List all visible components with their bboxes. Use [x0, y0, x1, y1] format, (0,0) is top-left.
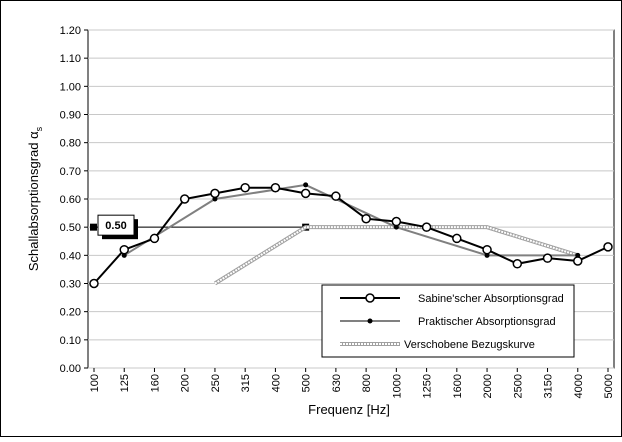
x-tick-label: 2000 — [482, 374, 494, 398]
x-tick-label: 125 — [119, 374, 131, 392]
alpha-w-label: 0.50 — [97, 214, 138, 240]
x-tick-label: 5000 — [603, 374, 615, 398]
y-tick-label: 0.20 — [60, 307, 81, 319]
y-label-main: Schallabsorptionsgrad α — [26, 131, 41, 271]
data-point — [149, 233, 160, 244]
x-tick-label: 1600 — [452, 374, 464, 398]
x-tick-label: 100 — [89, 374, 101, 392]
y-tick-label: 0.90 — [60, 110, 81, 122]
data-point — [391, 216, 402, 227]
data-point — [421, 222, 432, 232]
data-point — [542, 253, 553, 263]
y-tick-label: 0.10 — [60, 335, 81, 347]
data-point — [240, 182, 250, 193]
data-point — [179, 194, 190, 204]
y-tick-label: 0.30 — [60, 279, 81, 291]
x-tick-label: 500 — [301, 374, 313, 392]
alpha-w-box — [97, 214, 135, 236]
y-label-sub: s — [34, 126, 44, 131]
data-point — [452, 233, 462, 244]
data-point — [89, 278, 99, 289]
x-axis-label: Frequenz [Hz] — [308, 402, 390, 417]
series-line-inner — [214, 226, 579, 285]
y-tick-label: 0.80 — [60, 138, 81, 150]
y-tick-label: 0.50 — [60, 222, 81, 234]
data-point — [573, 256, 583, 266]
legend-marker — [367, 318, 373, 324]
series-line — [93, 186, 609, 285]
y-tick-label: 0.70 — [60, 166, 81, 178]
data-point — [331, 191, 341, 201]
legend-label: Sabine'scher Absorptionsgrad — [418, 293, 564, 305]
data-point — [303, 182, 309, 188]
y-tick-label: 1.00 — [60, 81, 81, 93]
legend-marker — [365, 293, 375, 303]
x-tick-label: 200 — [180, 374, 192, 392]
x-tick-label: 315 — [240, 374, 252, 392]
y-tick-label: 0.60 — [60, 194, 81, 206]
alpha-w-marker — [90, 223, 97, 231]
x-tick-label: 1250 — [422, 374, 434, 398]
data-point — [210, 188, 220, 199]
y-tick-label: 0.40 — [60, 250, 81, 262]
data-point — [361, 213, 371, 224]
series-line — [123, 183, 578, 257]
data-point — [300, 188, 311, 199]
data-point — [603, 242, 613, 252]
y-tick-label: 0.00 — [60, 363, 81, 375]
x-tick-label: 400 — [270, 374, 282, 392]
x-tick-label: 800 — [361, 374, 373, 392]
legend-label: Verschobene Bezugskurve — [404, 339, 535, 351]
data-point — [482, 244, 492, 255]
alpha-w-text: 0.50 — [105, 220, 126, 232]
data-point — [270, 182, 281, 193]
x-tick-label: 1000 — [391, 374, 403, 398]
x-tick-label: 160 — [149, 374, 161, 392]
legend-label: Praktischer Absorptionsgrad — [418, 316, 556, 328]
x-tick-label: 2500 — [512, 374, 524, 398]
y-axis-label: Schallabsorptionsgrad αs — [26, 126, 44, 271]
x-tick-label: 250 — [210, 374, 222, 392]
x-tick-label: 630 — [331, 374, 343, 392]
x-tick-label: 3150 — [543, 374, 555, 398]
y-tick-label: 1.10 — [60, 53, 81, 65]
data-point — [119, 244, 129, 255]
x-tick-label: 4000 — [573, 374, 585, 398]
data-point — [512, 259, 523, 269]
y-tick-label: 1.20 — [60, 25, 81, 37]
